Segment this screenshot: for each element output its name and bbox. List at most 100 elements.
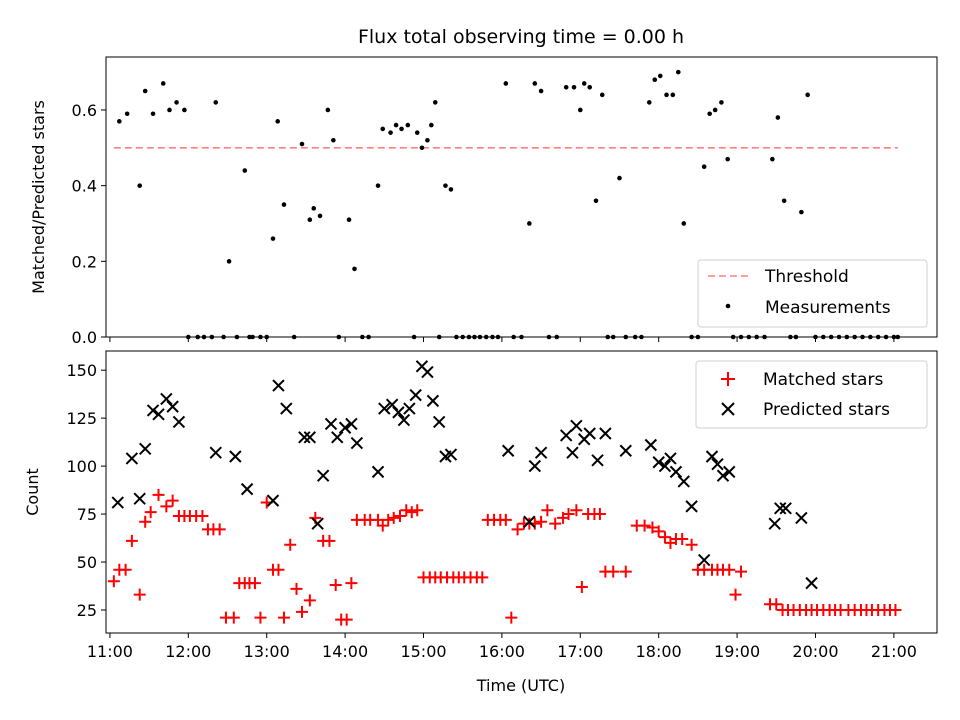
matched-star-point: [770, 598, 783, 611]
matched-star-point: [619, 565, 632, 578]
measurement-point: [563, 84, 569, 90]
matched-star-point: [376, 519, 389, 532]
measurement-point: [511, 334, 516, 340]
measurement-point: [646, 100, 652, 105]
predicted-star-point: [133, 492, 146, 505]
matched-star-point: [411, 504, 424, 517]
predicted-star-point: [591, 454, 604, 467]
matched-star-point: [295, 605, 308, 618]
matched-star-point: [646, 521, 659, 534]
measurement-point: [307, 217, 313, 223]
measurement-point: [577, 107, 583, 113]
measurement-point: [799, 209, 804, 215]
predicted-star-point: [652, 456, 665, 469]
top-legend: Threshold Measurements: [697, 259, 928, 328]
measurement-point: [762, 334, 767, 340]
measurement-point: [234, 334, 240, 340]
top-y-tick-label: 0.2: [72, 252, 97, 271]
predicted-star-point: [697, 553, 711, 567]
measurement-point: [454, 334, 459, 340]
matched-star-point: [735, 565, 748, 578]
matched-star-point: [658, 531, 671, 544]
measurement-point: [538, 88, 544, 94]
measurement-point: [632, 334, 638, 340]
measurement-point: [821, 334, 826, 340]
measurement-point: [393, 122, 399, 128]
measurement-point: [425, 137, 430, 143]
measurement-point: [411, 334, 417, 340]
x-tick-label: 15:00: [400, 642, 446, 661]
matched-star-point: [345, 577, 358, 590]
x-tick-label: 17:00: [557, 642, 603, 661]
bottom-y-tick-label: 150: [66, 361, 97, 380]
predicted-star-point: [566, 446, 579, 459]
predicted-star-point: [409, 388, 422, 402]
measurement-point: [281, 202, 287, 207]
measurement-point: [719, 100, 724, 105]
measurement-point: [490, 334, 495, 340]
measurement-point: [466, 334, 472, 340]
matched-star-point: [196, 509, 209, 522]
matched-star-point: [323, 534, 336, 547]
measurement-point: [137, 183, 143, 188]
predicted-star-point: [152, 408, 165, 421]
measurement-point: [813, 334, 818, 340]
measurement-point: [174, 100, 179, 105]
bottom-y-tick-label: 75: [77, 505, 97, 524]
measurement-point: [414, 130, 420, 135]
predicted-star-point: [768, 517, 781, 530]
matched-star-point: [329, 579, 342, 592]
matched-star-point: [607, 565, 620, 578]
predicted-star-point: [677, 475, 690, 488]
measurement-point: [186, 334, 191, 340]
measurement-point: [610, 334, 616, 340]
matched-star-point: [119, 563, 132, 576]
matched-star-point: [729, 588, 742, 601]
predicted-star-point: [723, 465, 736, 479]
measurement-point: [593, 198, 599, 204]
predicted-star-point: [658, 459, 672, 473]
matched-star-point: [382, 513, 395, 526]
measurement-point: [657, 73, 663, 79]
measurement-point: [670, 92, 676, 98]
measurement-point: [477, 334, 483, 340]
predicted-star-point: [644, 438, 658, 452]
predicted-star-point: [166, 400, 179, 413]
chart-title: Flux total observing time = 0.00 h: [358, 26, 684, 48]
measurement-point: [432, 100, 438, 105]
matched-star-point: [570, 504, 583, 517]
x-tick-label: 20:00: [792, 642, 838, 661]
measurement-point: [519, 334, 524, 340]
measurement-point: [527, 221, 532, 226]
measurement-point: [291, 334, 297, 340]
measurement-point: [195, 334, 201, 340]
matched-star-point: [889, 603, 902, 616]
matched-star-point: [652, 525, 665, 538]
bottom-panel: 25 50 75 100 125 150 11:00 12:00 13:00 14:00 15:0…: [23, 351, 938, 695]
measurement-point: [360, 334, 365, 340]
x-axis-label: Time (UTC): [476, 676, 565, 695]
bottom-y-tick-label: 100: [66, 457, 97, 476]
matched-star-point: [723, 563, 736, 576]
measurement-point: [725, 156, 730, 162]
bottom-x-ticks: 11:00 12:00 13:00 14:00 15:00 16:00 17:00 18:00…: [87, 633, 917, 661]
measurement-point: [581, 81, 587, 86]
predicted-star-point: [371, 465, 385, 479]
predicted-star-point: [280, 402, 293, 415]
measurement-point: [770, 156, 775, 162]
matched-star-point: [387, 511, 400, 524]
measurement-point: [299, 141, 305, 147]
measurement-point: [883, 334, 889, 340]
predicted-star-point: [338, 421, 352, 434]
measurement-point: [605, 334, 611, 340]
x-tick-label: 16:00: [479, 642, 525, 661]
measurement-point: [681, 221, 687, 226]
measurement-point: [781, 198, 787, 204]
measurement-point: [695, 334, 701, 340]
top-y-tick-label: 0.0: [72, 328, 97, 347]
measurement-point: [405, 122, 411, 128]
legend-measurements-swatch: [725, 303, 731, 309]
measurement-point: [495, 334, 501, 340]
predicted-star-point: [240, 482, 254, 496]
predicted-star-point: [298, 431, 311, 444]
